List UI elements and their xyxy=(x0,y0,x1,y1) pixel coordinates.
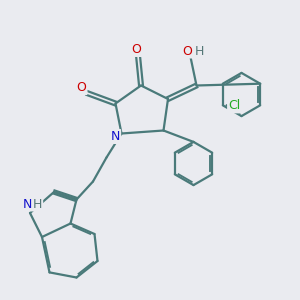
Text: O: O xyxy=(132,43,141,56)
Text: N: N xyxy=(111,130,120,143)
Text: O: O xyxy=(183,44,192,58)
Text: H: H xyxy=(195,44,204,58)
Text: H: H xyxy=(33,197,42,211)
Text: N: N xyxy=(22,197,32,211)
Text: Cl: Cl xyxy=(228,99,240,112)
Text: O: O xyxy=(77,81,86,94)
